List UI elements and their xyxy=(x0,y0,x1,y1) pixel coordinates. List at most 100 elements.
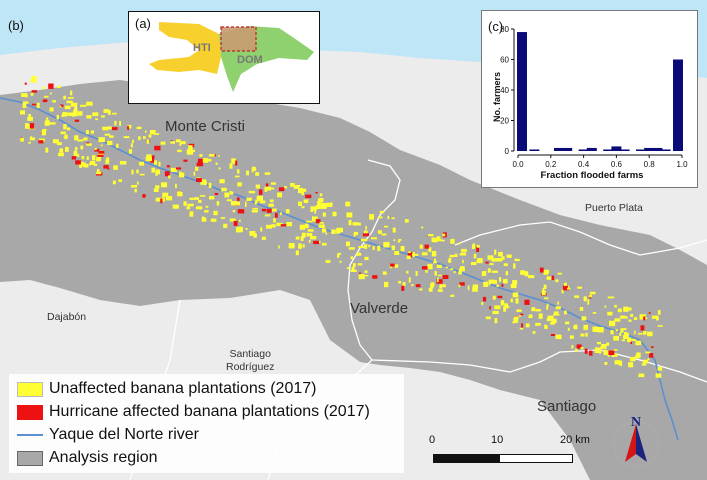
unaffected-plantation-patch xyxy=(269,187,275,190)
legend-label-unaffected: Unaffected banana plantations (2017) xyxy=(49,380,317,397)
unaffected-plantation-patch xyxy=(483,281,489,287)
unaffected-plantation-patch xyxy=(177,149,182,153)
unaffected-plantation-patch xyxy=(98,137,105,143)
compass-needle-right xyxy=(636,424,647,462)
unaffected-plantation-patch xyxy=(461,248,467,253)
unaffected-plantation-patch xyxy=(394,250,400,255)
unaffected-plantation-patch xyxy=(400,246,405,252)
unaffected-plantation-patch xyxy=(63,124,67,130)
unaffected-plantation-patch xyxy=(336,228,341,234)
affected-plantation-patch xyxy=(551,275,555,280)
unaffected-plantation-patch xyxy=(642,359,648,364)
unaffected-plantation-patch xyxy=(546,276,551,280)
unaffected-plantation-patch xyxy=(170,141,175,144)
unaffected-plantation-patch xyxy=(570,335,574,339)
unaffected-plantation-patch xyxy=(492,310,499,315)
unaffected-plantation-patch xyxy=(100,144,103,147)
label-santiago-rodriguez: Santiago Rodríguez xyxy=(226,348,274,374)
unaffected-plantation-patch xyxy=(491,258,497,262)
unaffected-plantation-patch xyxy=(196,206,203,210)
unaffected-plantation-patch xyxy=(351,266,355,272)
unaffected-plantation-patch xyxy=(246,197,252,201)
unaffected-plantation-patch xyxy=(150,130,156,135)
unaffected-plantation-patch xyxy=(515,298,519,304)
unaffected-plantation-patch xyxy=(361,238,368,242)
unaffected-plantation-patch xyxy=(280,212,282,216)
unaffected-plantation-patch xyxy=(81,156,85,160)
unaffected-plantation-patch xyxy=(53,139,59,144)
legend-swatch-affected xyxy=(17,404,43,420)
unaffected-plantation-patch xyxy=(337,252,341,255)
affected-plantation-patch xyxy=(436,279,443,284)
unaffected-plantation-patch xyxy=(512,280,518,285)
unaffected-plantation-patch xyxy=(345,201,351,207)
unaffected-plantation-patch xyxy=(610,330,614,335)
unaffected-plantation-patch xyxy=(232,210,236,213)
histogram-bar xyxy=(562,147,573,151)
unaffected-plantation-patch xyxy=(382,271,387,275)
unaffected-plantation-patch xyxy=(440,239,445,242)
compass-north-letter: N xyxy=(631,415,641,430)
affected-plantation-patch xyxy=(589,350,593,356)
unaffected-plantation-patch xyxy=(487,268,491,273)
unaffected-plantation-patch xyxy=(460,266,465,270)
unaffected-plantation-patch xyxy=(271,208,277,212)
unaffected-plantation-patch xyxy=(73,150,78,157)
affected-plantation-patch xyxy=(183,159,188,162)
unaffected-plantation-patch xyxy=(357,222,361,226)
unaffected-plantation-patch xyxy=(238,219,241,222)
unaffected-plantation-patch xyxy=(473,253,477,259)
unaffected-plantation-patch xyxy=(139,173,145,176)
scale-tick-20: 20 km xyxy=(560,434,590,446)
unaffected-plantation-patch xyxy=(430,282,435,287)
unaffected-plantation-patch xyxy=(175,139,181,143)
unaffected-plantation-patch xyxy=(77,111,83,116)
unaffected-plantation-patch xyxy=(285,209,290,214)
unaffected-plantation-patch xyxy=(459,252,467,256)
unaffected-plantation-patch xyxy=(585,332,588,337)
unaffected-plantation-patch xyxy=(20,110,25,115)
unaffected-plantation-patch xyxy=(94,147,97,151)
unaffected-plantation-patch xyxy=(29,137,35,141)
label-santiago-rodriguez-line2: Rodríguez xyxy=(226,361,275,373)
affected-plantation-patch xyxy=(489,306,491,310)
unaffected-plantation-patch xyxy=(66,127,71,131)
unaffected-plantation-patch xyxy=(561,289,564,294)
affected-plantation-patch xyxy=(196,178,202,182)
histogram-bar xyxy=(586,147,597,151)
affected-plantation-patch xyxy=(539,267,544,273)
unaffected-plantation-patch xyxy=(516,309,522,312)
scale-tick-10: 10 xyxy=(491,434,504,446)
unaffected-plantation-patch xyxy=(638,373,645,378)
legend-item-unaffected: Unaffected banana plantations (2017) xyxy=(17,378,316,400)
unaffected-plantation-patch xyxy=(298,201,302,206)
affected-plantation-patch xyxy=(313,240,319,245)
affected-plantation-patch xyxy=(524,299,530,305)
unaffected-plantation-patch xyxy=(49,122,56,125)
unaffected-plantation-patch xyxy=(96,157,101,162)
unaffected-plantation-patch xyxy=(623,306,629,312)
affected-plantation-patch xyxy=(550,334,555,336)
unaffected-plantation-patch xyxy=(513,263,516,269)
unaffected-plantation-patch xyxy=(404,219,409,223)
affected-plantation-patch xyxy=(275,212,278,218)
unaffected-plantation-patch xyxy=(615,329,618,332)
inset-hispaniola-map xyxy=(149,22,314,92)
unaffected-plantation-patch xyxy=(496,258,503,262)
unaffected-plantation-patch xyxy=(70,90,73,96)
unaffected-plantation-patch xyxy=(592,326,598,332)
unaffected-plantation-patch xyxy=(204,210,209,213)
unaffected-plantation-patch xyxy=(657,325,663,327)
banana-plantations xyxy=(20,76,663,378)
unaffected-plantation-patch xyxy=(421,252,428,256)
unaffected-plantation-patch xyxy=(205,205,209,208)
unaffected-plantation-patch xyxy=(79,162,86,167)
unaffected-plantation-patch xyxy=(494,249,497,255)
unaffected-plantation-patch xyxy=(36,102,40,108)
unaffected-plantation-patch xyxy=(513,318,519,323)
unaffected-plantation-patch xyxy=(67,112,73,116)
unaffected-plantation-patch xyxy=(23,101,29,104)
unaffected-plantation-patch xyxy=(524,271,529,277)
legend-item-affected: Hurricane affected banana plantations (2… xyxy=(17,401,370,423)
affected-plantation-patch xyxy=(278,187,285,192)
